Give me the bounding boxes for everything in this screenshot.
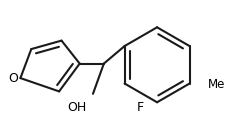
Text: Me: Me	[208, 78, 225, 91]
Text: O: O	[8, 72, 18, 85]
Text: F: F	[137, 101, 144, 114]
Text: OH: OH	[68, 101, 87, 114]
